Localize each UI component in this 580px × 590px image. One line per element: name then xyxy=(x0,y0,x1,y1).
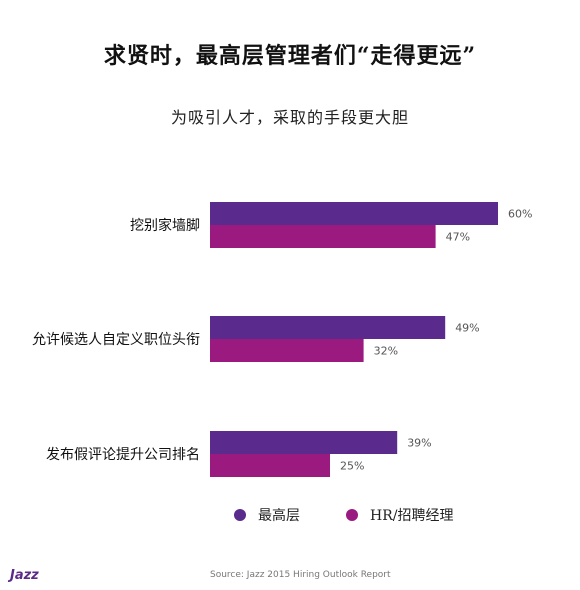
bar-series2 xyxy=(210,454,330,477)
legend-swatch-series2 xyxy=(346,509,358,521)
jazz-logo: Jazz xyxy=(10,568,39,583)
bar-series1 xyxy=(210,431,398,454)
category-label: 挖别家墙脚 xyxy=(130,217,200,234)
source-note: Source: Jazz 2015 Hiring Outlook Report xyxy=(210,570,391,580)
legend: 最高层 HR/招聘经理 xyxy=(234,505,499,525)
data-label: 47% xyxy=(446,231,470,244)
category-label: 允许候选人自定义职位头衔 xyxy=(32,332,200,348)
data-label: 49% xyxy=(455,322,479,335)
chart-title: 求贤时，最高层管理者们“走得更远” xyxy=(103,43,477,69)
data-label: 32% xyxy=(374,345,398,358)
legend-label-series2: HR/招聘经理 xyxy=(370,508,454,524)
data-label: 39% xyxy=(407,437,431,450)
legend-item-series2: HR/招聘经理 xyxy=(346,505,453,525)
data-label: 25% xyxy=(340,460,364,473)
bar-series1 xyxy=(210,202,498,225)
chart-subtitle: 为吸引人才，采取的手段更大胆 xyxy=(170,108,409,127)
legend-label-series1: 最高层 xyxy=(258,508,300,524)
category-label: 发布假评论提升公司排名 xyxy=(46,447,200,463)
bar-series1 xyxy=(210,316,446,339)
bar-series2 xyxy=(210,225,436,248)
legend-item-series1: 最高层 xyxy=(234,505,300,525)
legend-swatch-series1 xyxy=(234,509,246,521)
data-label: 60% xyxy=(508,208,532,221)
bar-series2 xyxy=(210,339,364,362)
